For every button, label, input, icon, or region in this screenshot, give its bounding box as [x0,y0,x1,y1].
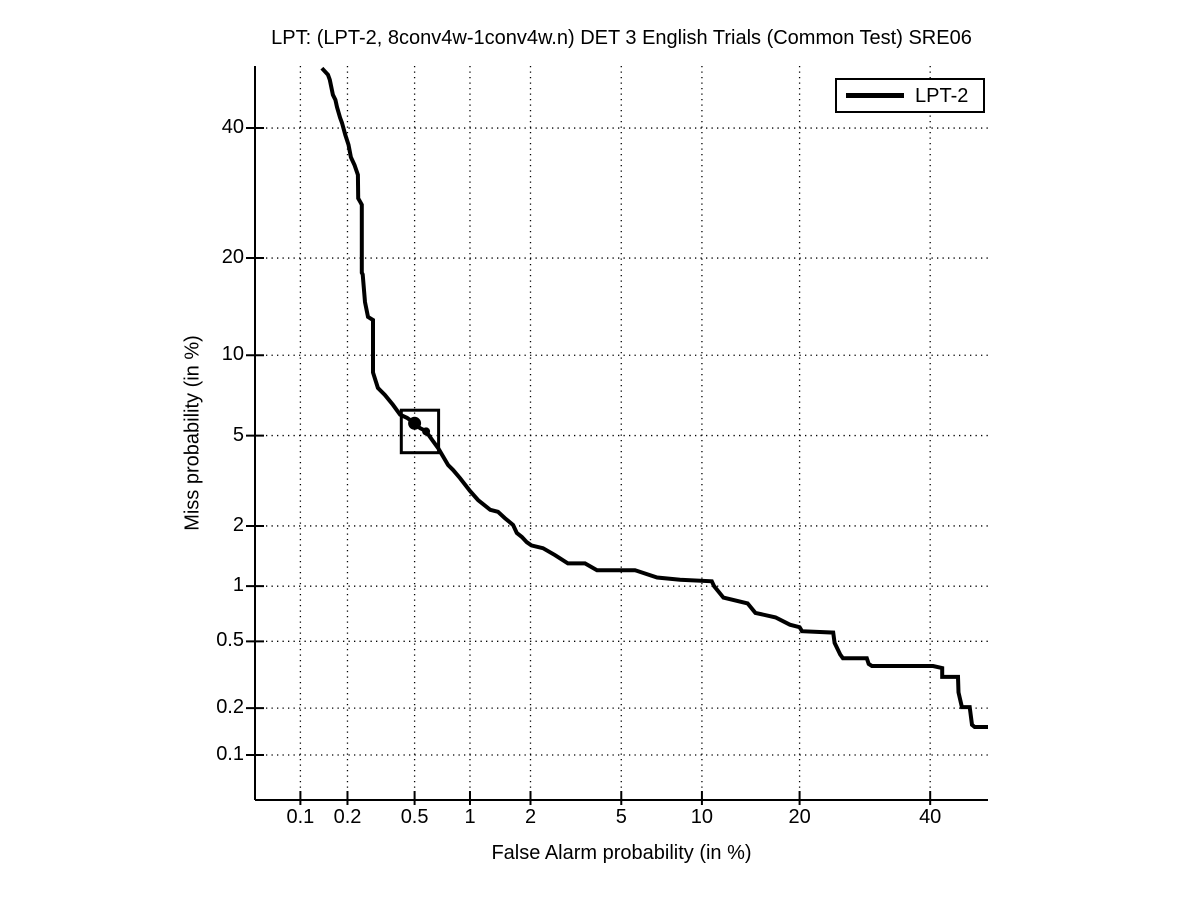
legend-box: LPT-2 [835,78,985,113]
axes [246,66,988,805]
x-tick-label: 0.5 [400,806,429,828]
x-axis-label: False Alarm probability (in %) [491,842,752,864]
det-curve [320,66,988,729]
legend-label: LPT-2 [915,84,969,107]
x-tick-label: 1 [464,806,476,828]
x-tick-label: 10 [690,806,714,828]
y-tick-label: 20 [221,246,244,269]
y-tick-label: 0.5 [216,629,244,652]
y-tick-label: 5 [232,423,244,446]
operating-point-dot [408,416,422,430]
x-tick-label: 2 [524,806,537,828]
y-tick-label: 0.2 [216,696,244,719]
y-tick-label: 40 [221,116,244,138]
legend-line-sample [846,93,904,98]
x-tick-label: 0.2 [333,806,362,828]
x-tick-label: 0.1 [286,806,315,828]
x-tick-label: 5 [615,806,627,828]
y-tick-label: 10 [221,343,244,366]
x-tick-label: 40 [919,806,942,828]
x-tick-label: 20 [788,806,811,828]
dcf-box-marker [399,408,441,455]
plot-title: LPT: (LPT-2, 8conv4w-1conv4w.n) DET 3 En… [271,27,972,49]
y-tick-label: 2 [232,513,244,536]
y-tick-label: 0.1 [216,743,244,765]
y-tick-label: 1 [232,574,244,597]
operating-point-dot [422,427,431,436]
grid-lines [255,66,988,800]
